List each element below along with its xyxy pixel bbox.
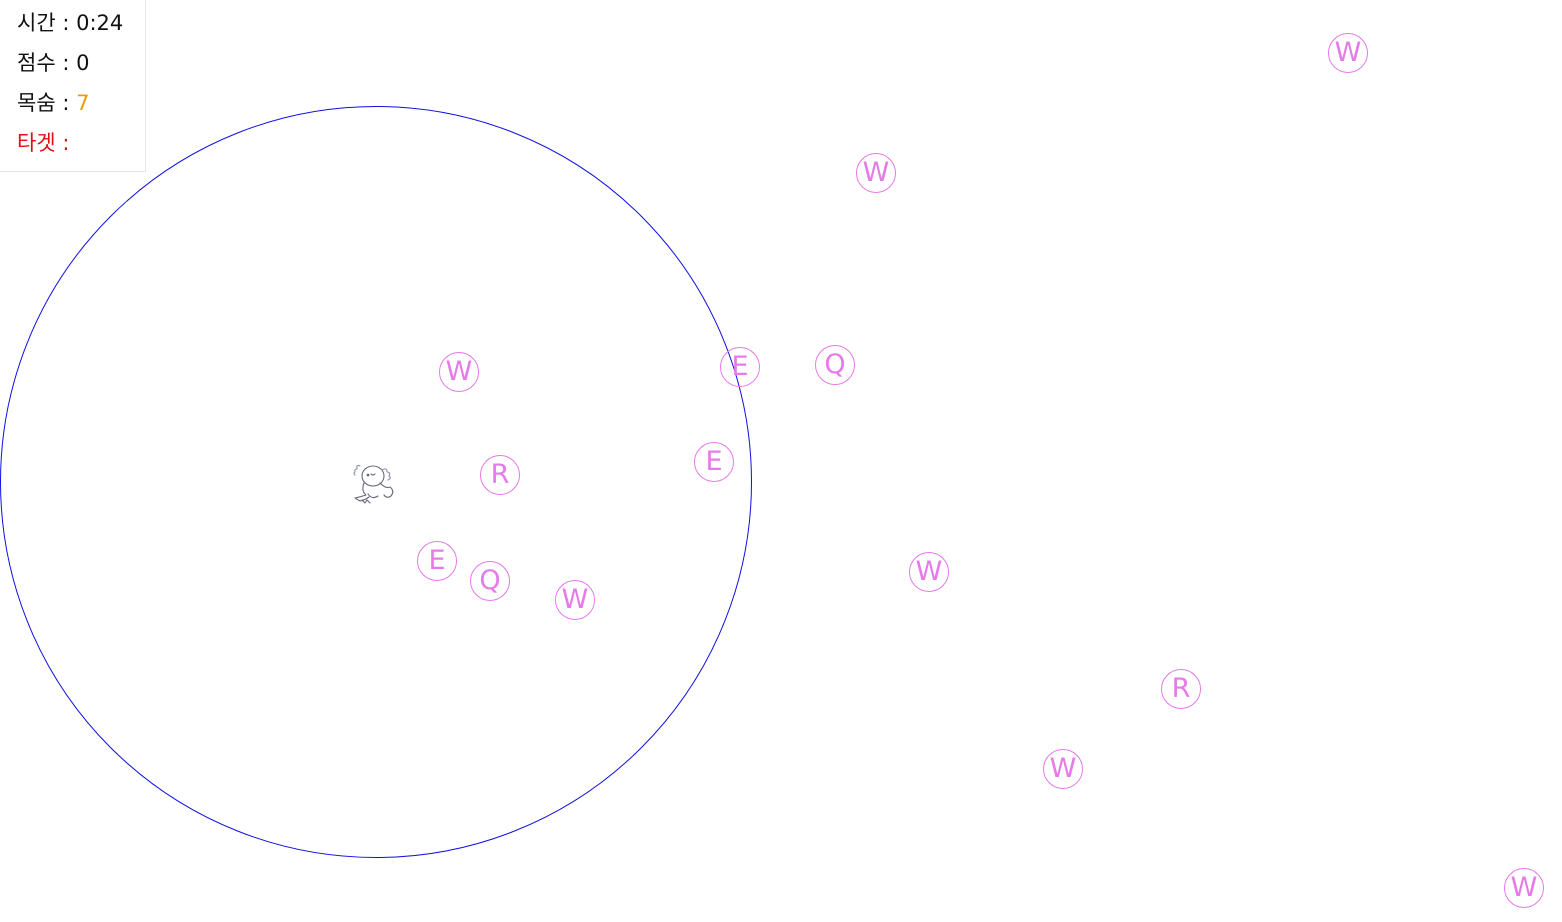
time-label: 시간 : xyxy=(17,11,70,35)
attack-range-ring xyxy=(0,106,752,858)
enemy-key-w[interactable]: W xyxy=(909,552,949,592)
lives-display: 목숨 : 7 xyxy=(17,91,89,115)
lives-label: 목숨 : xyxy=(17,91,70,115)
enemy-key-r[interactable]: R xyxy=(1161,669,1201,709)
target-label: 타겟 : xyxy=(17,131,70,155)
axolotl-icon xyxy=(353,464,394,504)
score-label: 점수 : xyxy=(17,51,70,75)
enemy-key-r[interactable]: R xyxy=(480,455,520,495)
enemy-key-w[interactable]: W xyxy=(1043,749,1083,789)
enemy-key-e[interactable]: E xyxy=(417,541,457,581)
time-display: 시간 : 0:24 xyxy=(17,11,123,35)
time-value: 0:24 xyxy=(76,11,124,35)
enemy-key-e[interactable]: E xyxy=(694,442,734,482)
enemy-key-w[interactable]: W xyxy=(1328,33,1368,73)
hud-panel: 시간 : 0:24 점수 : 0 목숨 : 7 타겟 : xyxy=(0,0,146,172)
lives-value: 7 xyxy=(76,91,90,115)
score-display: 점수 : 0 xyxy=(17,51,89,75)
enemy-key-q[interactable]: Q xyxy=(815,345,855,385)
player-character[interactable] xyxy=(348,456,402,510)
enemy-key-q[interactable]: Q xyxy=(470,561,510,601)
enemy-key-w[interactable]: W xyxy=(856,153,896,193)
enemy-key-w[interactable]: W xyxy=(1504,868,1544,908)
enemy-key-w[interactable]: W xyxy=(439,352,479,392)
enemy-key-e[interactable]: E xyxy=(720,347,760,387)
enemy-key-w[interactable]: W xyxy=(555,580,595,620)
score-value: 0 xyxy=(76,51,90,75)
target-display: 타겟 : xyxy=(17,131,69,155)
